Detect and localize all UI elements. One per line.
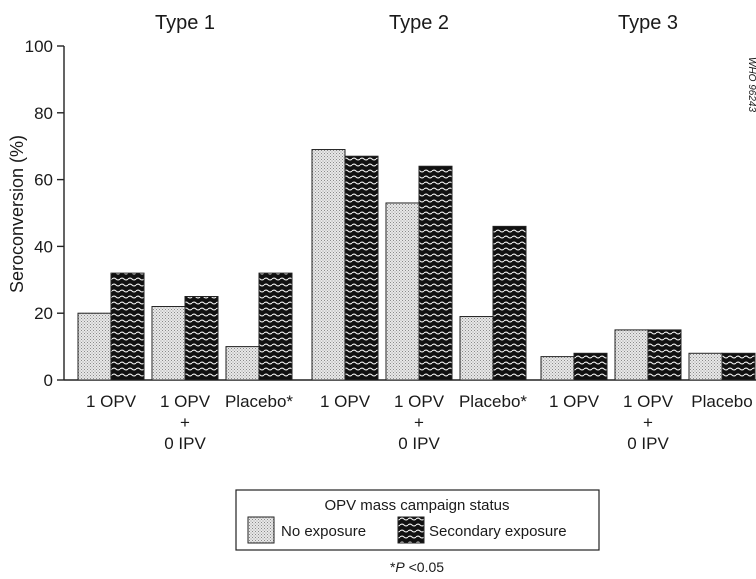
y-tick-label: 60 (34, 171, 53, 190)
category-label: + (180, 413, 190, 432)
bar-no-exposure (311, 149, 346, 381)
legend-label-no-exposure: No exposure (281, 523, 366, 540)
group-title: Type 2 (389, 12, 449, 34)
bar-secondary-exposure (418, 165, 453, 381)
bar-no-exposure (614, 329, 649, 381)
bar-secondary-exposure (184, 296, 219, 381)
bar-secondary-exposure (344, 155, 379, 381)
category-label: 1 OPV (394, 392, 445, 411)
category-label: Placebo* (225, 392, 293, 411)
bar-secondary-exposure (258, 272, 293, 381)
bar-no-exposure (688, 352, 723, 381)
footnote-marker: * (390, 559, 396, 575)
bar-no-exposure (385, 202, 420, 381)
bars (77, 149, 756, 381)
category-label: 0 IPV (398, 434, 440, 453)
category-label: 0 IPV (627, 434, 669, 453)
watermark-code: WHO 96243 (746, 57, 756, 112)
category-label: 0 IPV (164, 434, 206, 453)
y-tick-label: 0 (44, 371, 53, 390)
y-axis-ticks: 0 20 40 60 80 100 (25, 37, 64, 390)
category-label: + (414, 413, 424, 432)
bar-secondary-exposure (573, 352, 608, 381)
footnote: *P <0.05 (390, 559, 444, 575)
y-tick-label: 80 (34, 104, 53, 123)
bar-secondary-exposure (492, 225, 527, 381)
legend: OPV mass campaign status No exposure Sec… (235, 489, 600, 551)
group-titles: Type 1 Type 2 Type 3 (155, 12, 678, 34)
category-label: + (643, 413, 653, 432)
y-tick-label: 20 (34, 304, 53, 323)
legend-swatch-secondary-exposure (397, 516, 425, 544)
bar-secondary-exposure (110, 272, 145, 381)
bar-secondary-exposure (721, 352, 756, 381)
category-label: 1 OPV (549, 392, 600, 411)
category-labels: 1 OPV 1 OPV +0 IPV Placebo* 1 OPV 1 OPV +0 IPV… (86, 392, 753, 453)
group-title: Type 1 (155, 12, 215, 34)
bar-no-exposure (540, 356, 575, 381)
y-axis-label: Seroconversion (%) (7, 135, 27, 293)
legend-title: OPV mass campaign status (324, 497, 509, 514)
category-label: 1 OPV (160, 392, 211, 411)
y-tick-label: 100 (25, 37, 53, 56)
category-label: Placebo (691, 392, 752, 411)
legend-box (235, 489, 600, 551)
bar-no-exposure (459, 316, 494, 381)
category-label: 1 OPV (86, 392, 137, 411)
bar-no-exposure (77, 312, 112, 381)
footnote-condition: <0.05 (405, 559, 445, 575)
bar-secondary-exposure (647, 329, 682, 381)
legend-label-secondary-exposure: Secondary exposure (429, 523, 567, 540)
category-label: Placebo* (459, 392, 527, 411)
footnote-variable: P (395, 559, 405, 575)
bar-no-exposure (225, 346, 260, 381)
category-label: 1 OPV (623, 392, 674, 411)
legend-swatch-no-exposure (247, 516, 275, 544)
y-tick-label: 40 (34, 237, 53, 256)
group-title: Type 3 (618, 12, 678, 34)
category-label: 1 OPV (320, 392, 371, 411)
bar-no-exposure (151, 306, 186, 381)
